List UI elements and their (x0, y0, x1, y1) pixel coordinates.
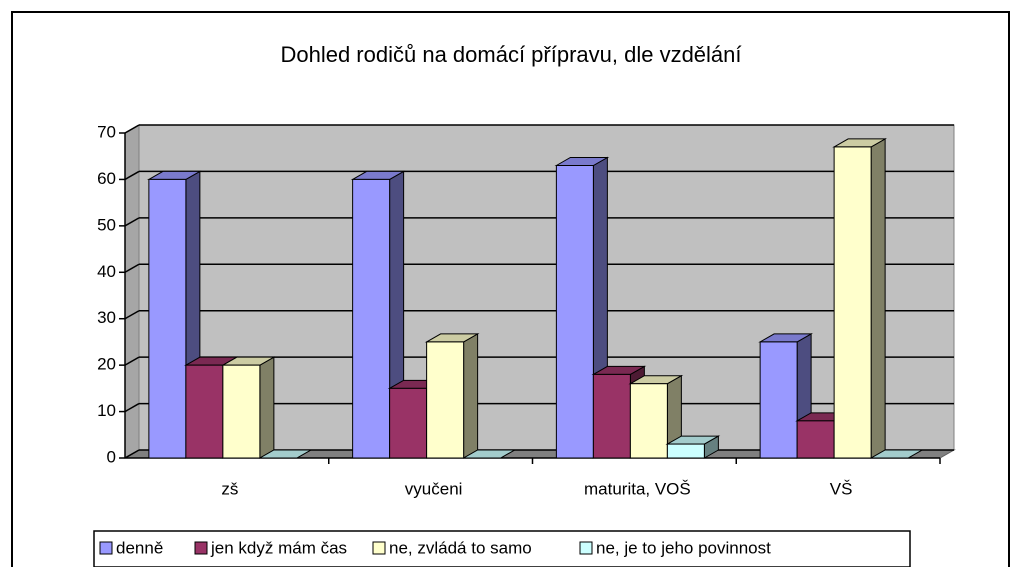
y-tick-label: 50 (97, 215, 116, 234)
legend-label: jen když mám čas (210, 538, 347, 557)
grid-line-side (124, 310, 140, 320)
legend-swatch (579, 541, 593, 555)
bar (832, 138, 888, 459)
legend-swatch (99, 541, 113, 555)
bar (461, 449, 517, 459)
bar-front (389, 387, 428, 459)
bar-top (257, 449, 313, 459)
bar-side (463, 333, 479, 459)
x-tick-label: maturita, VOŠ (584, 479, 691, 498)
grid-line-side (124, 402, 140, 413)
grid-line-side (124, 263, 140, 273)
back-wall (138, 124, 955, 451)
bar (424, 333, 480, 459)
y-tick-label: 20 (97, 355, 116, 374)
bar (257, 449, 313, 459)
bar-front (666, 443, 705, 459)
bar-side (870, 138, 886, 459)
bar-front (555, 165, 594, 459)
grid-line-side (124, 217, 140, 227)
bar-front (148, 178, 187, 459)
bar (220, 356, 276, 459)
bar-front (426, 341, 465, 459)
bar-front (185, 364, 224, 459)
bar (665, 435, 721, 459)
legend-swatch (194, 541, 208, 555)
legend-swatch (372, 541, 386, 555)
legend-label: ne, je to jeho povinnost (596, 538, 771, 557)
bar-front (833, 146, 872, 459)
bar-top (461, 449, 517, 459)
x-tick-label: zš (221, 479, 238, 498)
grid-line-side (124, 170, 140, 181)
chart-title: Dohled rodičů na domácí přípravu, dle vz… (280, 42, 741, 67)
y-tick-label: 0 (107, 447, 116, 466)
bar-front (629, 383, 668, 459)
bar (628, 374, 684, 459)
x-tick-label: VŠ (830, 479, 853, 498)
grid-line-side (124, 449, 140, 459)
bar-front (759, 341, 798, 459)
grid-line-side (124, 124, 140, 134)
bar-front (222, 364, 261, 459)
y-tick-label: 60 (97, 169, 116, 188)
y-tick-label: 30 (97, 308, 116, 327)
legend-label: denně (116, 538, 163, 557)
bar-front (796, 420, 835, 459)
x-tick-label: vyučeni (405, 479, 463, 498)
grid-line-side (124, 356, 140, 366)
y-tick-label: 70 (97, 122, 116, 141)
legend (93, 530, 911, 568)
y-tick-label: 40 (97, 262, 116, 281)
bar (869, 449, 925, 459)
bar-side (259, 356, 275, 459)
bar (350, 170, 406, 459)
y-tick-label: 10 (97, 401, 116, 420)
bar-front (592, 373, 631, 459)
legend-label: ne, zvládá to samo (389, 538, 532, 557)
bar-front (352, 178, 391, 459)
bar-top (869, 449, 925, 459)
